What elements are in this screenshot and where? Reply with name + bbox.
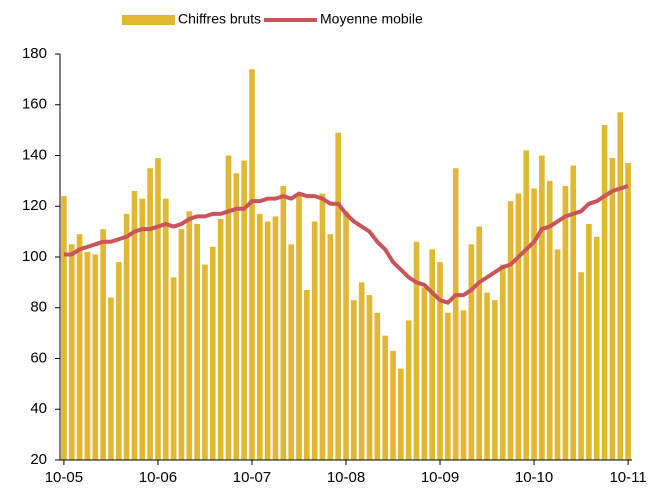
legend-swatch bbox=[122, 15, 175, 25]
bar bbox=[351, 300, 357, 460]
bar bbox=[405, 320, 412, 460]
bar bbox=[100, 229, 106, 460]
bar bbox=[76, 234, 83, 460]
bar bbox=[601, 125, 608, 461]
bar bbox=[335, 132, 341, 460]
bar bbox=[429, 249, 436, 460]
bar bbox=[241, 160, 247, 460]
bar bbox=[421, 287, 428, 460]
y-tick-label: 120 bbox=[22, 197, 47, 214]
bar bbox=[546, 180, 553, 460]
bar bbox=[609, 158, 616, 460]
bar bbox=[507, 201, 514, 461]
bar bbox=[578, 272, 584, 460]
bar bbox=[264, 221, 271, 460]
bar bbox=[499, 264, 506, 460]
bar bbox=[358, 282, 365, 460]
bar bbox=[249, 69, 255, 460]
bar bbox=[468, 244, 475, 460]
bar bbox=[186, 211, 193, 460]
bar bbox=[304, 289, 310, 460]
bar bbox=[539, 155, 545, 460]
x-tick-label: 10-05 bbox=[45, 469, 83, 486]
bar bbox=[217, 218, 224, 460]
bar bbox=[460, 310, 467, 460]
bar bbox=[178, 229, 185, 460]
bar bbox=[327, 234, 334, 460]
bar bbox=[170, 277, 177, 460]
bar bbox=[61, 196, 67, 460]
y-tick-label: 100 bbox=[22, 248, 47, 265]
bar bbox=[562, 185, 569, 460]
bar bbox=[437, 262, 443, 460]
bar bbox=[280, 185, 287, 460]
bar bbox=[131, 191, 138, 460]
legend-label: Moyenne mobile bbox=[320, 11, 423, 27]
bar bbox=[554, 249, 561, 460]
bar bbox=[115, 262, 122, 460]
bar bbox=[343, 211, 349, 460]
bar bbox=[617, 112, 624, 461]
bar bbox=[515, 193, 522, 460]
bar bbox=[593, 236, 600, 460]
bar bbox=[452, 168, 459, 460]
bar bbox=[272, 216, 279, 460]
y-tick-label: 140 bbox=[22, 146, 47, 163]
y-tick-label: 160 bbox=[22, 96, 47, 113]
y-tick-label: 180 bbox=[22, 45, 47, 62]
bar bbox=[476, 226, 483, 460]
line bbox=[63, 184, 629, 305]
bar bbox=[288, 244, 294, 460]
bar bbox=[209, 246, 216, 460]
x-tick-label: 10-11 bbox=[609, 469, 646, 486]
bar bbox=[202, 264, 208, 460]
bar bbox=[586, 224, 592, 460]
x-tick-label: 10-10 bbox=[515, 469, 553, 486]
bar bbox=[374, 312, 381, 460]
y-tick-label: 40 bbox=[30, 400, 47, 417]
bar bbox=[366, 295, 373, 460]
bar bbox=[382, 335, 388, 460]
bar bbox=[147, 168, 153, 460]
y-tick-label: 80 bbox=[30, 299, 47, 316]
bar bbox=[445, 312, 451, 460]
bar bbox=[162, 198, 169, 460]
y-tick-label: 20 bbox=[30, 451, 47, 468]
bar bbox=[123, 213, 130, 460]
bar bbox=[484, 292, 490, 460]
x-tick-label: 10-09 bbox=[421, 469, 459, 486]
bar bbox=[531, 188, 537, 461]
bar bbox=[68, 244, 75, 460]
bar bbox=[319, 193, 326, 460]
bar bbox=[296, 193, 302, 460]
bar bbox=[92, 254, 99, 460]
y-tick-label: 60 bbox=[30, 349, 47, 366]
bar bbox=[311, 221, 318, 460]
bar bbox=[256, 213, 263, 460]
bar bbox=[84, 251, 91, 460]
bar bbox=[398, 368, 404, 460]
bar bbox=[492, 300, 498, 460]
bar bbox=[194, 224, 200, 460]
bar bbox=[139, 198, 146, 460]
x-tick-label: 10-06 bbox=[139, 469, 177, 486]
bar bbox=[233, 173, 240, 460]
bar bbox=[413, 241, 420, 460]
bar bbox=[155, 158, 161, 460]
bar bbox=[225, 155, 232, 460]
bar bbox=[570, 165, 577, 460]
bar bbox=[108, 297, 114, 460]
bar bbox=[523, 150, 530, 461]
x-tick-label: 10-07 bbox=[233, 469, 271, 486]
bar bbox=[390, 350, 396, 460]
bar bbox=[625, 163, 631, 461]
legend-label: Chiffres bruts bbox=[178, 11, 261, 27]
x-tick-label: 10-08 bbox=[327, 469, 365, 486]
